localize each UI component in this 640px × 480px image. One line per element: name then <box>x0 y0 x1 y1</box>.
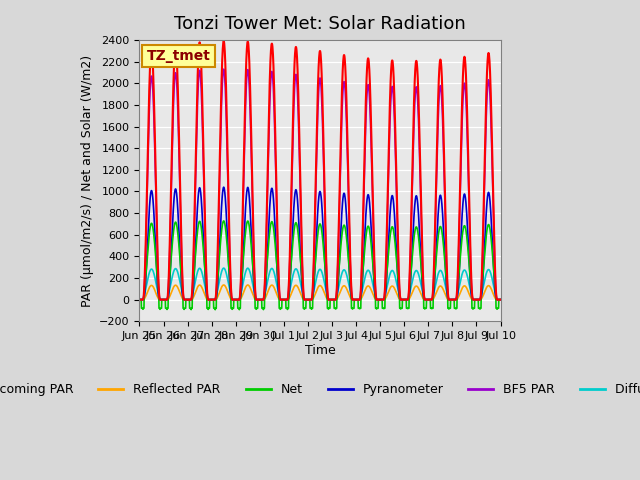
Incoming PAR <box>422 297 430 302</box>
Line: Net: Net <box>140 221 500 310</box>
Pyranometer <box>220 184 228 190</box>
Line: Reflected PAR: Reflected PAR <box>140 285 500 300</box>
Line: Incoming PAR: Incoming PAR <box>140 41 500 300</box>
BF5 PAR <box>257 297 264 302</box>
Line: Pyranometer: Pyranometer <box>140 187 500 300</box>
Diffuse PAR <box>216 276 223 282</box>
Pyranometer <box>216 240 223 246</box>
Incoming PAR <box>220 38 228 44</box>
Reflected PAR <box>257 297 264 302</box>
Incoming PAR <box>136 297 143 302</box>
Diffuse PAR <box>422 297 430 302</box>
BF5 PAR <box>207 297 215 302</box>
Diffuse PAR <box>375 297 383 302</box>
Pyranometer <box>375 297 383 302</box>
Pyranometer <box>497 297 504 302</box>
Incoming PAR <box>216 155 223 161</box>
BF5 PAR <box>375 297 383 302</box>
Diffuse PAR <box>454 290 461 296</box>
Net <box>375 297 383 302</box>
Net <box>422 305 430 311</box>
BF5 PAR <box>220 66 228 72</box>
BF5 PAR <box>422 297 430 302</box>
Net <box>220 218 228 224</box>
Net <box>497 297 504 302</box>
Net <box>216 246 224 252</box>
Incoming PAR <box>207 297 215 302</box>
Incoming PAR <box>454 268 461 274</box>
Net <box>257 297 264 302</box>
Pyranometer <box>207 297 215 302</box>
Legend: Incoming PAR, Reflected PAR, Net, Pyranometer, BF5 PAR, Diffuse PAR: Incoming PAR, Reflected PAR, Net, Pyrano… <box>0 378 640 401</box>
Pyranometer <box>136 297 143 302</box>
Net <box>207 297 215 302</box>
Incoming PAR <box>497 297 504 302</box>
Line: BF5 PAR: BF5 PAR <box>140 69 500 300</box>
Reflected PAR <box>220 282 228 288</box>
Diffuse PAR <box>207 297 215 302</box>
Incoming PAR <box>375 297 383 302</box>
BF5 PAR <box>497 297 504 302</box>
Diffuse PAR <box>136 297 143 302</box>
Reflected PAR <box>216 288 223 294</box>
Pyranometer <box>257 297 264 302</box>
Reflected PAR <box>454 295 461 301</box>
X-axis label: Time: Time <box>305 344 335 357</box>
BF5 PAR <box>454 271 461 277</box>
Diffuse PAR <box>257 297 264 302</box>
Text: TZ_tmet: TZ_tmet <box>147 49 211 63</box>
BF5 PAR <box>216 170 223 176</box>
Incoming PAR <box>257 297 264 302</box>
Pyranometer <box>454 289 461 295</box>
Title: Tonzi Tower Met: Solar Radiation: Tonzi Tower Met: Solar Radiation <box>174 15 466 33</box>
Reflected PAR <box>207 297 215 302</box>
Net <box>136 297 143 302</box>
Reflected PAR <box>422 297 430 302</box>
Diffuse PAR <box>220 265 228 271</box>
Pyranometer <box>422 297 430 302</box>
Reflected PAR <box>375 297 383 302</box>
Line: Diffuse PAR: Diffuse PAR <box>140 268 500 300</box>
Reflected PAR <box>497 297 504 302</box>
Net <box>454 280 462 286</box>
Y-axis label: PAR (μmol/m2/s) / Net and Solar (W/m2): PAR (μmol/m2/s) / Net and Solar (W/m2) <box>81 55 93 307</box>
Net <box>211 307 219 312</box>
Reflected PAR <box>136 297 143 302</box>
BF5 PAR <box>136 297 143 302</box>
Diffuse PAR <box>497 297 504 302</box>
